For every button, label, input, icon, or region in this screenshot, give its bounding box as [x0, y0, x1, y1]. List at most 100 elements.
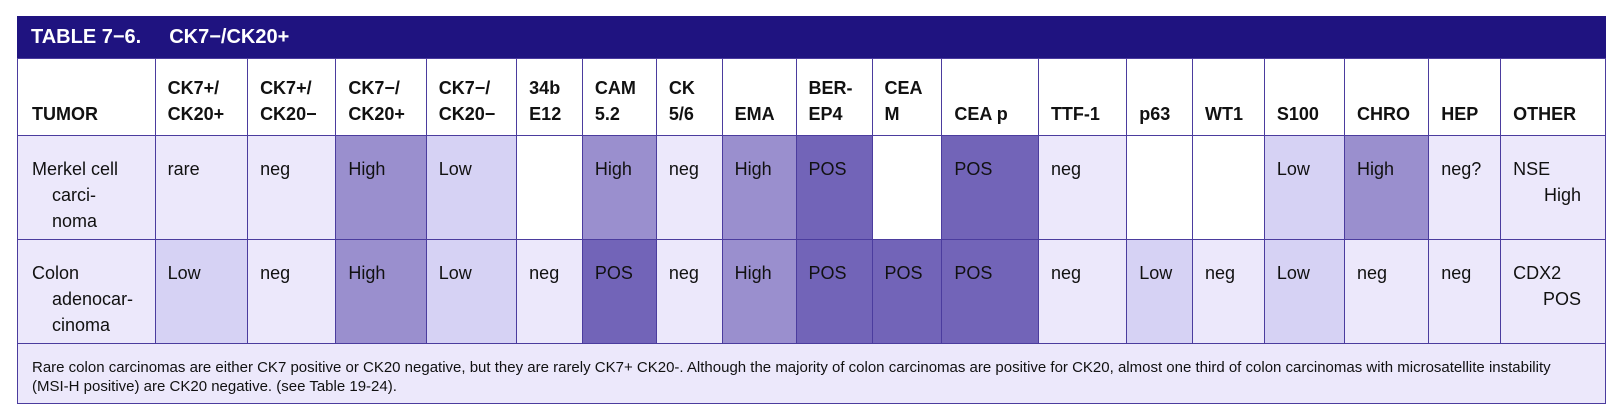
marker-cell: neg: [1343, 239, 1430, 344]
marker-cell: rare: [154, 135, 249, 240]
column-header-line: CEA: [884, 78, 923, 98]
other-marker-line: POS: [1542, 289, 1581, 309]
other-marker-cell: CDX2 POS: [1500, 239, 1606, 344]
column-header-line: M: [884, 104, 900, 124]
tumor-name-line: noma: [52, 211, 98, 231]
table-row: Colon adenocar-cinoma Low neg High Low neg POS n…: [17, 239, 1606, 344]
column-header-line: TTF-1: [1050, 104, 1100, 124]
marker-cell: POS: [795, 135, 873, 240]
column-header-line: CEA p: [954, 104, 1008, 124]
column-header-line: CK20−: [438, 104, 496, 124]
marker-cell: [516, 135, 583, 240]
tumor-cell: Colon adenocar-cinoma: [17, 239, 156, 344]
column-header-line: E12: [529, 104, 562, 124]
column-header-line: 34b: [529, 78, 561, 98]
column-header: CK7+/ CK20+: [154, 58, 249, 136]
column-header-line: CK20+: [167, 104, 225, 124]
marker-cell: Low: [425, 239, 518, 344]
tumor-name-line: cinoma: [52, 315, 111, 335]
tumor-name-line: Colon: [32, 263, 80, 283]
marker-cell: Low: [425, 135, 518, 240]
marker-cell: Low: [154, 239, 249, 344]
column-header: BER- EP4: [795, 58, 873, 136]
marker-cell: [871, 135, 943, 240]
column-header-line: BER-: [808, 78, 853, 98]
marker-cell: POS: [871, 239, 943, 344]
marker-cell: POS: [941, 135, 1039, 240]
column-header: CHRO: [1343, 58, 1430, 136]
column-header-line: CK20−: [260, 104, 317, 124]
marker-cell: High: [335, 135, 427, 240]
table-row: Merkel cell carci-noma rare neg High Low High n…: [17, 135, 1606, 240]
column-header: CK 5/6: [655, 58, 723, 136]
column-header: CAM 5.2: [581, 58, 657, 136]
column-header: CK7−/ CK20+: [335, 58, 427, 136]
marker-cell: neg: [1192, 239, 1265, 344]
table-title: CK7−/CK20+: [169, 25, 290, 48]
header-row: TUMOR CK7+/CK20+ CK7+/CK20− CK7−/CK20+ CK7−/…: [17, 58, 1606, 136]
column-header-line: EP4: [808, 104, 843, 124]
column-header-line: CHRO: [1357, 104, 1410, 124]
marker-cell: POS: [795, 239, 873, 344]
marker-cell: neg: [1428, 239, 1502, 344]
marker-cell: High: [721, 239, 797, 344]
tumor-name-line: carci-: [52, 185, 96, 205]
column-header-line: CK7+/: [167, 78, 220, 98]
marker-cell: POS: [941, 239, 1039, 344]
column-header-line: CK7+/: [260, 78, 312, 98]
column-header: TUMOR: [17, 58, 156, 136]
marker-cell: neg?: [1428, 135, 1502, 240]
column-header-line: TUMOR: [32, 104, 98, 124]
tumor-name-line: Merkel cell: [32, 159, 119, 179]
table-footnote: Rare colon carcinomas are either CK7 pos…: [17, 344, 1606, 404]
column-header-line: EMA: [734, 104, 775, 124]
column-header: S100: [1263, 58, 1346, 136]
ihc-table: TUMOR CK7+/CK20+ CK7+/CK20− CK7−/CK20+ CK7−/…: [17, 58, 1606, 344]
other-marker-line: NSE: [1513, 159, 1551, 179]
marker-cell: [1192, 135, 1265, 240]
marker-cell: neg: [1037, 135, 1128, 240]
column-header: WT1: [1192, 58, 1265, 136]
marker-cell: Low: [1263, 239, 1346, 344]
column-header-line: CK7−/: [438, 78, 491, 98]
other-marker-line: CDX2: [1513, 263, 1562, 283]
column-header-line: CK7−/: [348, 78, 400, 98]
marker-cell: [1126, 135, 1193, 240]
column-header-line: OTHER: [1513, 104, 1577, 124]
column-header: OTHER: [1500, 58, 1606, 136]
table-container: TABLE 7−6. CK7−/CK20+ TUMOR CK7+/CK20+ CK7…: [17, 16, 1606, 404]
marker-cell: High: [581, 135, 657, 240]
table-title-bar: TABLE 7−6. CK7−/CK20+: [17, 16, 1606, 58]
marker-cell: Low: [1263, 135, 1346, 240]
marker-cell: neg: [516, 239, 583, 344]
other-marker-line: High: [1543, 185, 1581, 205]
column-header-line: CK: [668, 78, 695, 98]
column-header: p63: [1126, 58, 1193, 136]
column-header: TTF-1: [1037, 58, 1128, 136]
table-number: TABLE 7−6.: [31, 25, 142, 48]
marker-cell: neg: [655, 135, 723, 240]
column-header-line: HEP: [1441, 104, 1479, 124]
column-header-line: p63: [1139, 104, 1171, 124]
column-header: EMA: [721, 58, 797, 136]
column-header-line: 5.2: [594, 104, 620, 124]
column-header-line: WT1: [1205, 104, 1243, 124]
column-header: CEA p: [941, 58, 1039, 136]
column-header-line: CAM: [594, 78, 636, 98]
marker-cell: High: [721, 135, 797, 240]
column-header-line: 5/6: [668, 104, 694, 124]
column-header: CEA M: [871, 58, 943, 136]
marker-cell: POS: [581, 239, 657, 344]
tumor-cell: Merkel cell carci-noma: [17, 135, 156, 240]
column-header: 34b E12: [516, 58, 583, 136]
column-header: CK7−/ CK20−: [425, 58, 518, 136]
marker-cell: neg: [247, 135, 337, 240]
marker-cell: High: [335, 239, 427, 344]
other-marker-cell: NSE High: [1500, 135, 1606, 240]
tumor-name-line: adenocar-: [52, 289, 134, 309]
marker-cell: neg: [247, 239, 337, 344]
marker-cell: neg: [1037, 239, 1128, 344]
column-header: CK7+/ CK20−: [247, 58, 337, 136]
marker-cell: Low: [1126, 239, 1193, 344]
column-header-line: S100: [1276, 104, 1319, 124]
